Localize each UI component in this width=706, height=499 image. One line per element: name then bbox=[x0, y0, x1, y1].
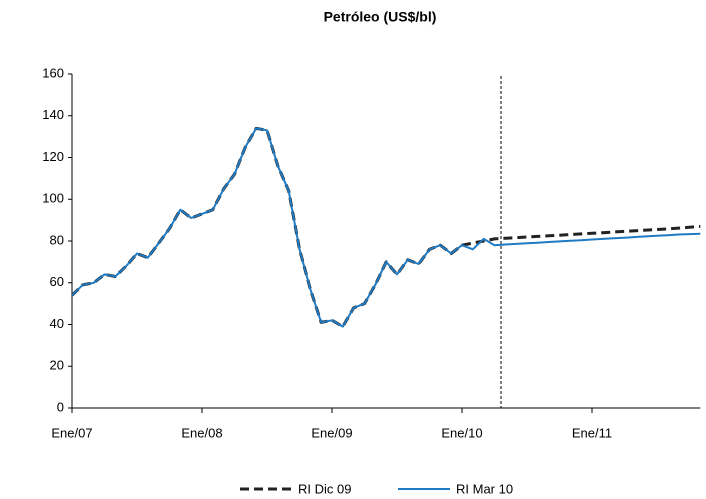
data-line bbox=[71, 127, 701, 328]
chart-title: Petróleo (US$/bl) bbox=[324, 9, 437, 25]
legend-label: RI Mar 10 bbox=[456, 481, 513, 496]
x-tick-label: Ene/07 bbox=[51, 425, 92, 440]
y-tick-label: 40 bbox=[50, 316, 64, 331]
y-tick-label: 80 bbox=[50, 232, 64, 247]
x-tick-label: Ene/08 bbox=[181, 425, 222, 440]
y-tick-label: 20 bbox=[50, 358, 64, 373]
y-tick-label: 0 bbox=[57, 399, 64, 414]
y-tick-label: 140 bbox=[42, 107, 64, 122]
x-tick-label: Ene/11 bbox=[572, 425, 612, 440]
y-tick-label: 100 bbox=[42, 191, 64, 206]
y-tick-label: 60 bbox=[50, 274, 64, 289]
y-tick-label: 120 bbox=[42, 149, 64, 164]
x-tick-label: Ene/09 bbox=[311, 425, 352, 440]
legend-label: RI Dic 09 bbox=[298, 481, 351, 496]
x-tick-label: Ene/10 bbox=[441, 425, 482, 440]
y-tick-label: 160 bbox=[42, 65, 64, 80]
data-line bbox=[70, 126, 701, 329]
